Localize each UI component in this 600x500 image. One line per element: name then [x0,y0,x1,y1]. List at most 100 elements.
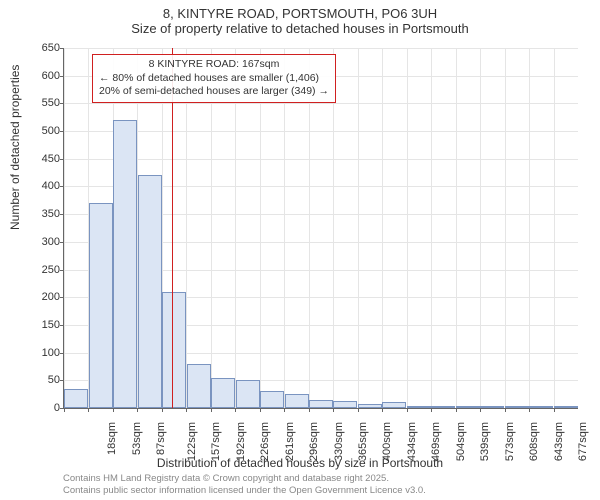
ytick-label: 100 [20,347,60,359]
histogram-bar [162,292,186,408]
histogram-bar [211,378,235,408]
histogram-bar [285,394,309,408]
histogram-bar [529,406,553,408]
xtick-mark [480,408,481,412]
xgrid-line [64,48,65,408]
xgrid-line [456,48,457,408]
xtick-mark [113,408,114,412]
ytick-label: 650 [20,42,60,54]
grid-line [64,159,578,160]
histogram-bar [407,406,431,408]
xtick-mark [284,408,285,412]
xtick-label: 192sqm [235,422,247,461]
histogram-bar [554,406,578,408]
xgrid-line [382,48,383,408]
chart-title-line1: 8, KINTYRE ROAD, PORTSMOUTH, PO6 3UH [0,0,600,21]
grid-line [64,131,578,132]
xgrid-line [554,48,555,408]
xtick-label: 296sqm [308,422,320,461]
xtick-mark [333,408,334,412]
xtick-mark [88,408,89,412]
xtick-label: 53sqm [131,422,143,455]
histogram-bar [187,364,211,408]
ytick-label: 600 [20,70,60,82]
xgrid-line [358,48,359,408]
histogram-bar [64,389,88,408]
xtick-label: 434sqm [406,422,418,461]
histogram-bar [505,406,529,408]
histogram-bar [358,404,382,408]
xtick-label: 643sqm [553,422,565,461]
xtick-label: 573sqm [504,422,516,461]
xtick-mark [235,408,236,412]
callout-line3: 20% of semi-detached houses are larger (… [99,85,329,99]
xtick-label: 539sqm [480,422,492,461]
plot-area: 8 KINTYRE ROAD: 167sqm← 80% of detached … [63,48,578,409]
xtick-label: 122sqm [186,422,198,461]
xtick-mark [554,408,555,412]
credits-line2: Contains public sector information licen… [63,485,426,497]
xtick-label: 87sqm [155,422,167,455]
xtick-label: 400sqm [382,422,394,461]
ytick-label: 0 [20,402,60,414]
xtick-label: 261sqm [284,422,296,461]
ytick-label: 350 [20,208,60,220]
xtick-mark [309,408,310,412]
xtick-mark [162,408,163,412]
ytick-label: 300 [20,236,60,248]
histogram-bar [113,120,137,408]
chart-title-line2: Size of property relative to detached ho… [0,21,600,40]
xtick-label: 226sqm [259,422,271,461]
ytick-label: 550 [20,97,60,109]
xgrid-line [431,48,432,408]
xtick-label: 365sqm [357,422,369,461]
histogram-bar [260,391,284,408]
xgrid-line [505,48,506,408]
histogram-bar [236,380,260,408]
histogram-bar [309,400,333,408]
credits: Contains HM Land Registry data © Crown c… [63,473,426,497]
ytick-label: 200 [20,291,60,303]
histogram-bar [456,406,480,408]
histogram-bar [431,406,455,408]
ytick-label: 500 [20,125,60,137]
xtick-mark [358,408,359,412]
xtick-label: 18sqm [106,422,118,455]
ytick-label: 50 [20,374,60,386]
xtick-label: 330sqm [333,422,345,461]
ytick-label: 450 [20,153,60,165]
ytick-label: 150 [20,319,60,331]
xtick-label: 608sqm [528,422,540,461]
xtick-mark [456,408,457,412]
xtick-label: 157sqm [210,422,222,461]
xgrid-line [407,48,408,408]
xtick-mark [137,408,138,412]
chart-container: 8, KINTYRE ROAD, PORTSMOUTH, PO6 3UH Siz… [0,0,600,500]
xtick-mark [64,408,65,412]
xtick-mark [382,408,383,412]
histogram-bar [333,401,357,408]
xtick-label: 469sqm [431,422,443,461]
histogram-bar [480,406,504,408]
histogram-bar [382,402,406,408]
xtick-mark [529,408,530,412]
histogram-bar [89,203,113,408]
xgrid-line [529,48,530,408]
credits-line1: Contains HM Land Registry data © Crown c… [63,473,426,485]
xtick-mark [407,408,408,412]
xtick-mark [431,408,432,412]
callout-box: 8 KINTYRE ROAD: 167sqm← 80% of detached … [92,54,336,103]
callout-line1: 8 KINTYRE ROAD: 167sqm [99,58,329,72]
y-axis-label: Number of detached properties [8,65,22,230]
xgrid-line [480,48,481,408]
xtick-label: 677sqm [577,422,589,461]
xtick-label: 504sqm [455,422,467,461]
xtick-mark [505,408,506,412]
histogram-bar [138,175,162,408]
xtick-mark [186,408,187,412]
grid-line [64,103,578,104]
grid-line [64,48,578,49]
ytick-label: 400 [20,180,60,192]
xtick-mark [260,408,261,412]
callout-line2: ← 80% of detached houses are smaller (1,… [99,72,329,86]
